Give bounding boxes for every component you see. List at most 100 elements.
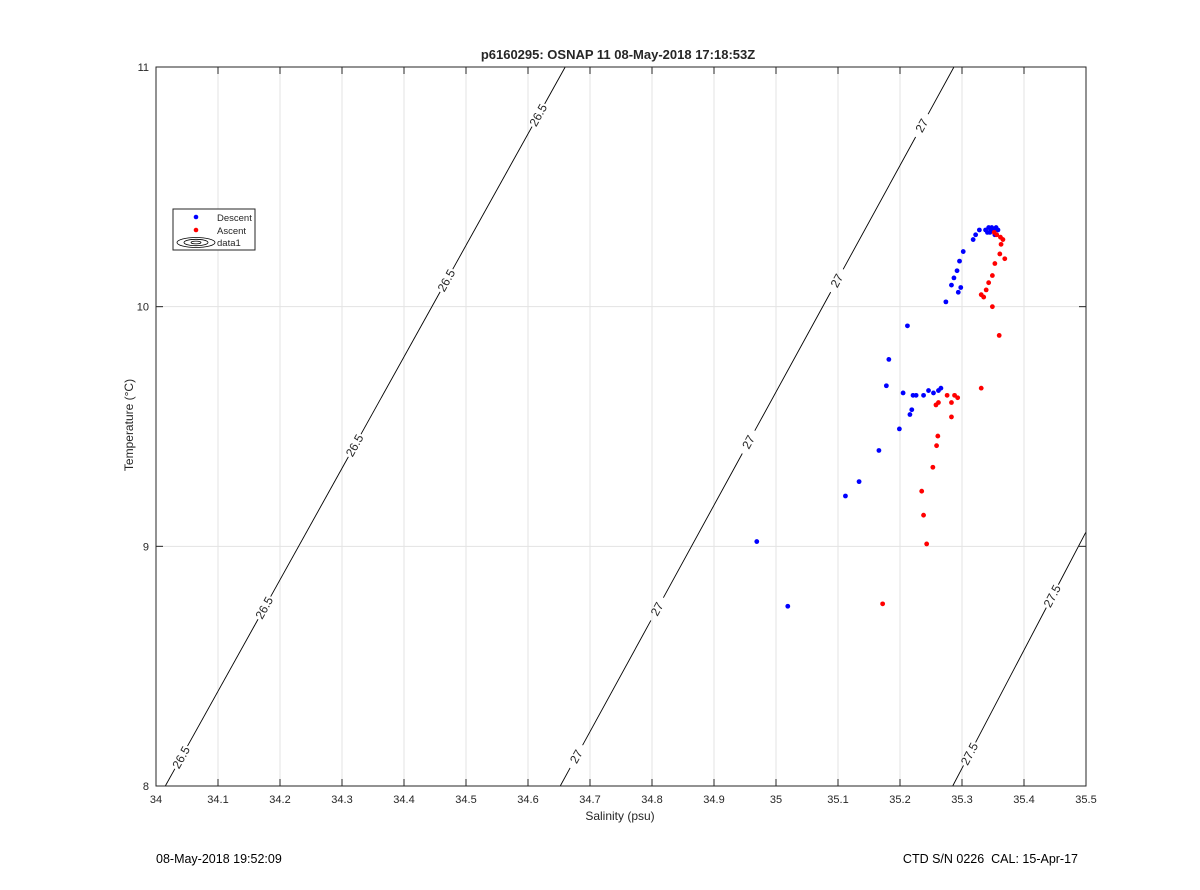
descent-point xyxy=(970,237,976,242)
ascent-point xyxy=(997,251,1003,257)
ascent-point xyxy=(949,400,954,405)
contour-line-27.5 xyxy=(952,765,964,787)
x-tick-label: 34.8 xyxy=(641,794,662,806)
ascent-point xyxy=(989,273,995,278)
ascent-point xyxy=(989,304,995,310)
contour-line-27 xyxy=(559,767,571,787)
contour-label-27: 27 xyxy=(828,271,847,290)
x-tick-label: 34.3 xyxy=(331,794,352,806)
contour-line-27 xyxy=(754,291,832,431)
descent-point xyxy=(907,412,913,417)
descent-point xyxy=(943,299,949,305)
descent-point xyxy=(909,407,915,413)
contour-line-26.5 xyxy=(360,291,441,435)
contour-line-26.5 xyxy=(164,768,176,787)
y-axis-label: Temperature (°C) xyxy=(122,379,136,471)
ascent-point xyxy=(991,229,997,235)
x-tick-label: 35.1 xyxy=(827,794,848,806)
chart-title: p6160295: OSNAP 11 08-May-2018 17:18:53Z xyxy=(481,47,755,62)
descent-point xyxy=(985,229,990,235)
ascent-point xyxy=(935,433,941,439)
points-layer xyxy=(754,225,1008,609)
ascent-point xyxy=(983,287,989,293)
x-axis-label: Salinity (psu) xyxy=(585,809,654,823)
plot-area xyxy=(156,67,1086,786)
descent-point xyxy=(843,493,848,499)
ascent-point xyxy=(934,443,939,449)
descent-point xyxy=(973,232,979,238)
contour-icon xyxy=(176,237,216,248)
contour-label-27: 27 xyxy=(648,600,667,619)
legend-descent-label: Descent xyxy=(217,213,252,224)
contour-line-27 xyxy=(582,620,652,746)
contour-line-26.5 xyxy=(187,619,259,747)
descent-point xyxy=(905,323,910,329)
ascent-point xyxy=(978,385,984,391)
ascent-point xyxy=(998,241,1004,247)
x-tick-label: 34.4 xyxy=(393,794,414,806)
descent-point xyxy=(913,392,919,398)
descent-point xyxy=(954,268,960,274)
ascent-point xyxy=(1002,256,1008,262)
y-tick-label: 9 xyxy=(143,541,149,553)
contour-label-27: 27 xyxy=(913,116,932,135)
ascent-point xyxy=(921,512,926,518)
ascent-point xyxy=(944,392,950,398)
contour-line-26.5 xyxy=(544,66,566,105)
x-tick-label: 35.2 xyxy=(889,794,910,806)
x-tick-label: 35 xyxy=(770,794,782,806)
descent-point xyxy=(931,390,936,396)
ascent-point xyxy=(949,414,954,420)
descent-point xyxy=(900,390,906,396)
ascent-point xyxy=(996,333,1002,338)
descent-point xyxy=(921,392,926,398)
contour-line-27 xyxy=(842,136,917,270)
x-tick-label: 34 xyxy=(150,794,162,806)
ascent-point xyxy=(955,395,961,401)
contour-line-27 xyxy=(662,453,743,598)
descent-point xyxy=(955,289,961,295)
x-tick-label: 34.9 xyxy=(703,794,724,806)
x-tick-label: 34.1 xyxy=(207,794,228,806)
x-tick-label: 34.5 xyxy=(455,794,476,806)
axes-layer: 34 34.1 34.2 34.3 34.4 34.5 34.6 34.7 34.8 34.9 35… xyxy=(137,62,1097,806)
descent-point xyxy=(949,282,954,288)
ascent-point xyxy=(880,601,886,607)
descent-point xyxy=(960,249,966,254)
footer-calibration: CTD S/N 0226 CAL: 15-Apr-17 xyxy=(902,852,1078,866)
legend-ascent-marker xyxy=(193,227,199,233)
ascent-point xyxy=(936,400,941,405)
descent-point xyxy=(856,479,862,485)
legend-data1-label: data1 xyxy=(217,238,241,249)
contour-label-27: 27 xyxy=(739,433,758,452)
descent-point xyxy=(785,603,791,609)
legend-ascent-label: Ascent xyxy=(217,226,246,237)
ascent-point xyxy=(919,488,925,494)
descent-point xyxy=(976,227,982,233)
contour-line-27 xyxy=(927,66,955,115)
x-tick-label: 34.7 xyxy=(579,794,600,806)
descent-point xyxy=(896,426,902,432)
legend[interactable]: Descent Ascent data1 xyxy=(172,208,256,251)
descent-point xyxy=(958,285,964,290)
y-tick-label: 8 xyxy=(143,781,149,793)
footer-timestamp: 08-May-2018 19:52:09 xyxy=(156,852,282,866)
descent-point xyxy=(876,448,882,453)
contour-label-27: 27 xyxy=(567,747,586,766)
x-tick-label: 35.4 xyxy=(1013,794,1034,806)
descent-point xyxy=(951,275,957,281)
x-tick-label: 34.6 xyxy=(517,794,538,806)
legend-descent-marker xyxy=(193,214,199,220)
contour-line-26.5 xyxy=(452,126,533,270)
descent-point xyxy=(938,385,944,391)
ascent-point xyxy=(992,261,998,266)
descent-point xyxy=(883,383,889,389)
descent-point xyxy=(926,388,931,393)
x-tick-label: 34.2 xyxy=(269,794,290,806)
ascent-point xyxy=(981,294,987,300)
contour-line-27.5 xyxy=(975,607,1047,743)
axes-box xyxy=(155,66,1087,787)
